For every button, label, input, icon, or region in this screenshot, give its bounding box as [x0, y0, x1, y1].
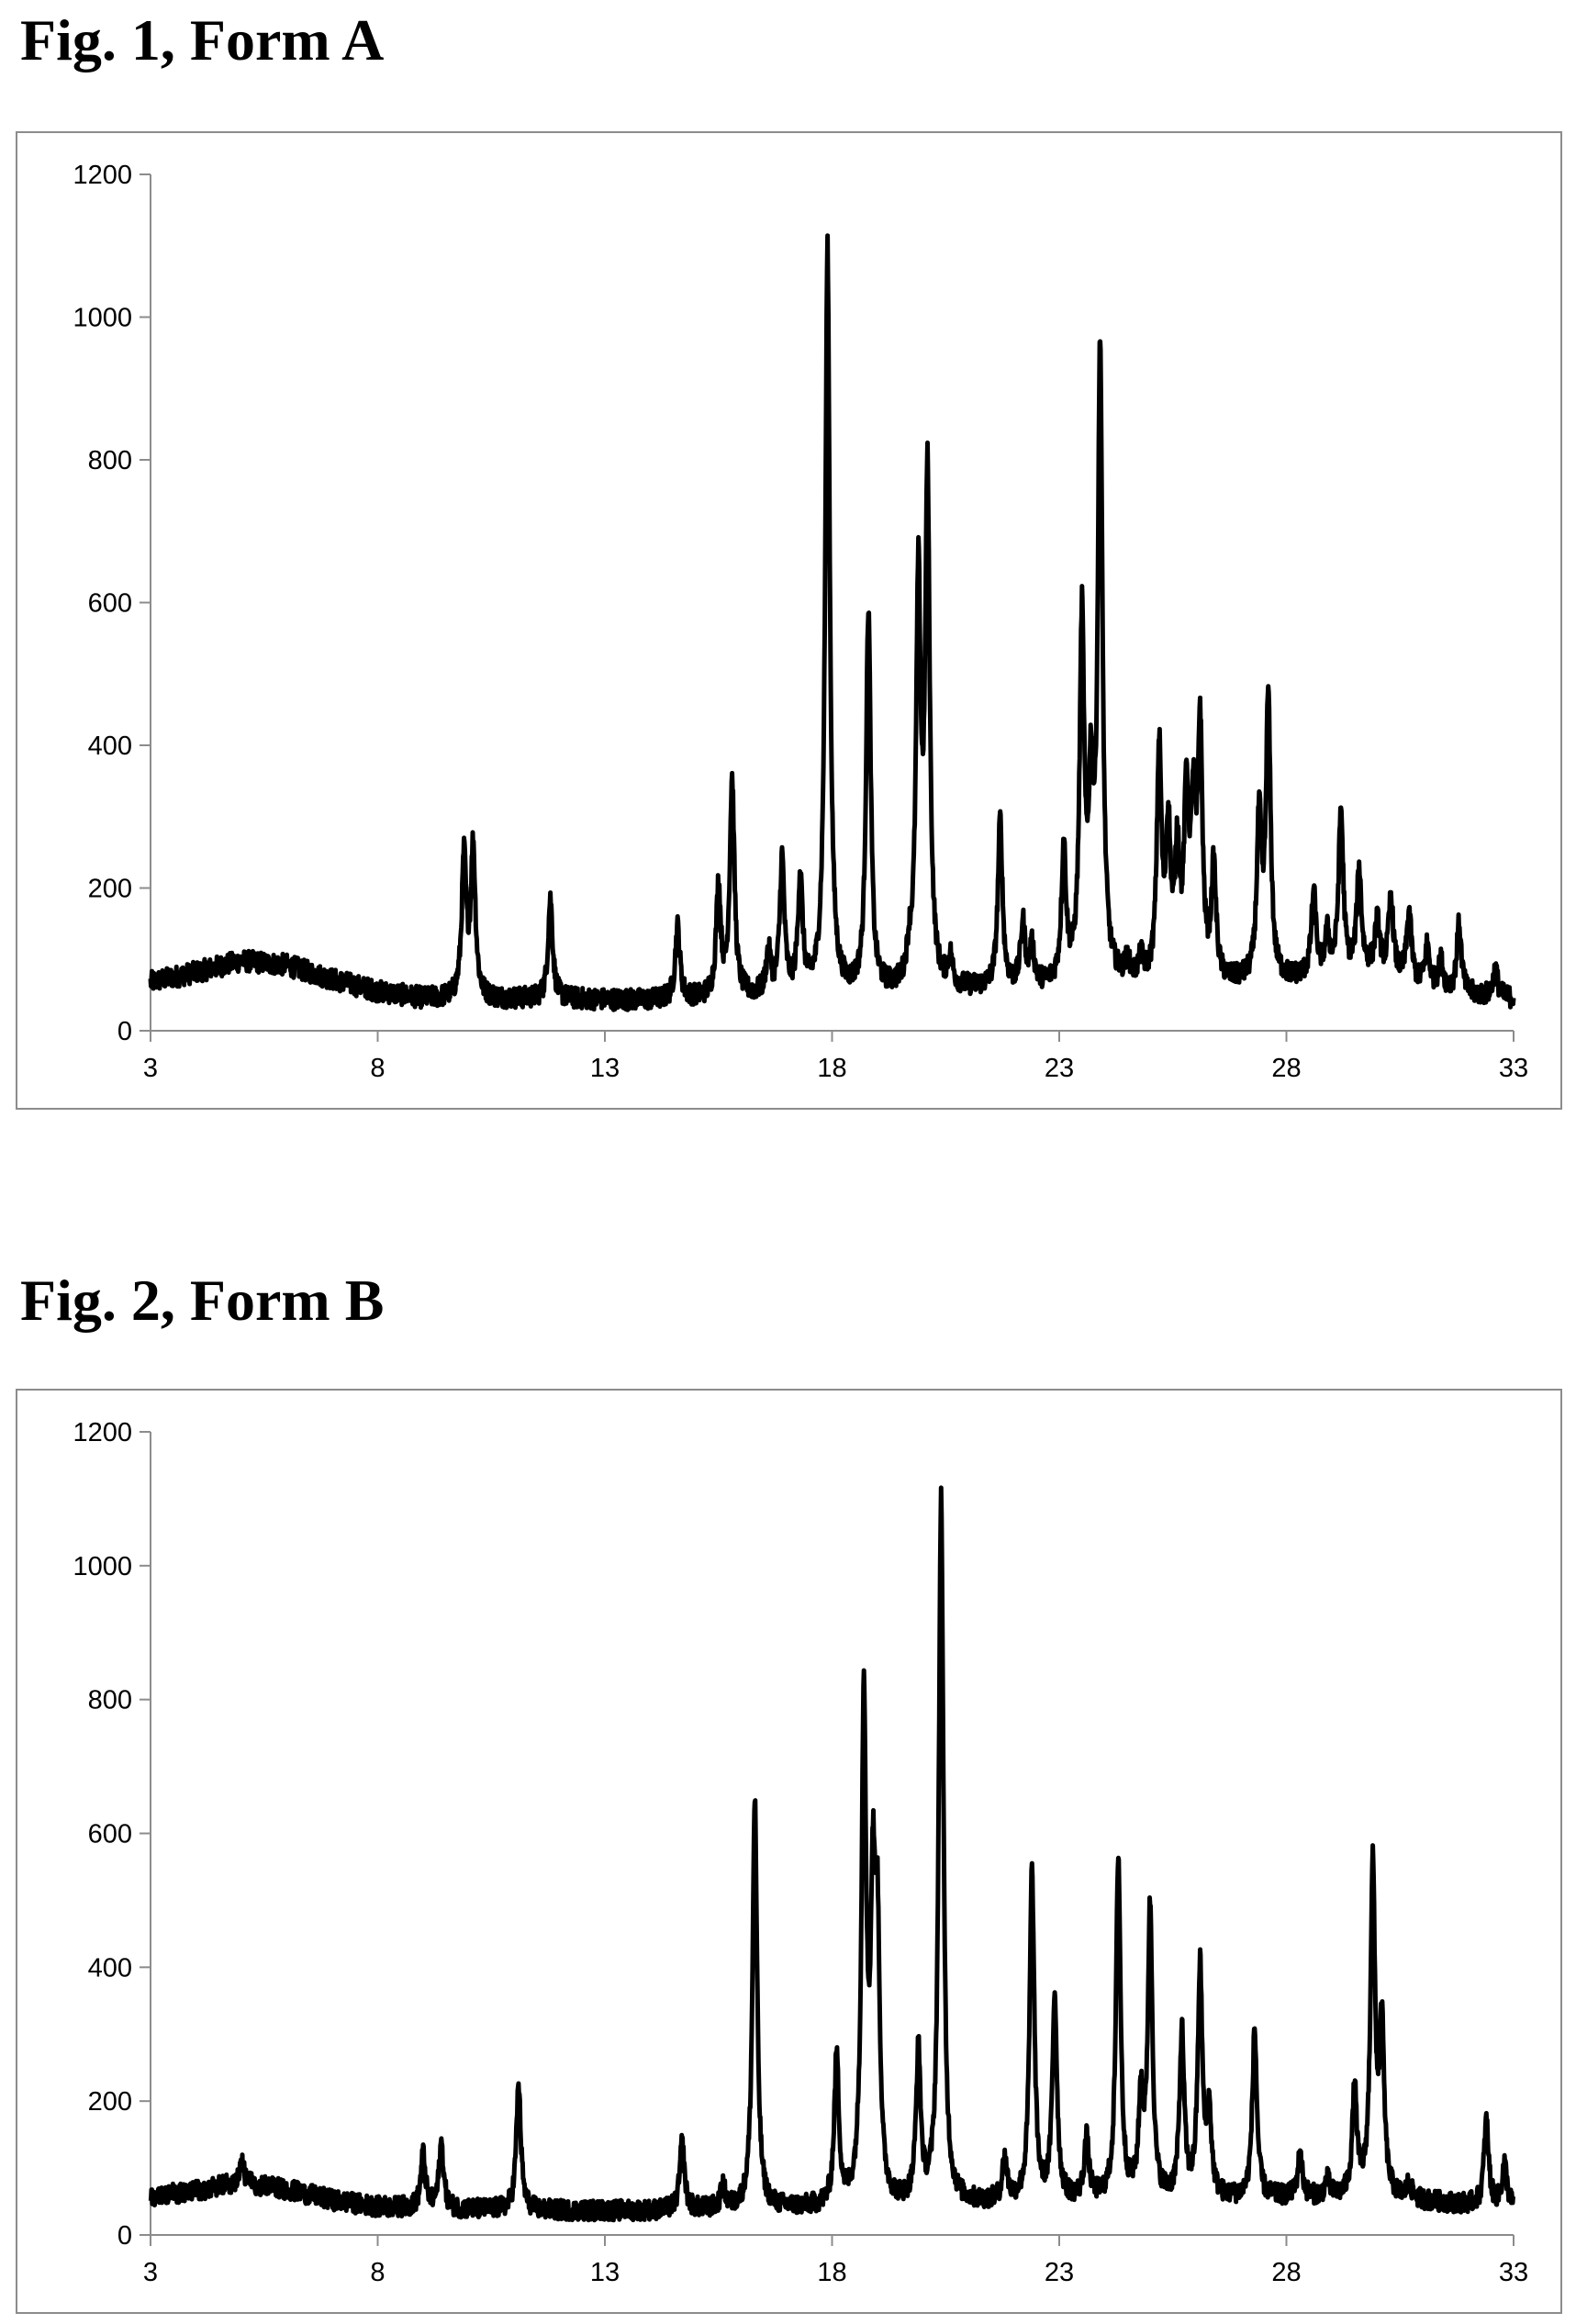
x-tick-label: 23 [1045, 2258, 1074, 2287]
y-tick-label: 1200 [73, 161, 132, 190]
y-tick-label: 0 [117, 2221, 132, 2251]
x-tick-label: 13 [590, 1054, 620, 1083]
figure-1-chart: 0 200 400 600 800 1000 1200 3 8 13 18 23 28 33 [73, 161, 1528, 1083]
y-tick-label: 400 [88, 732, 132, 761]
diffraction-trace [148, 1485, 1515, 2223]
figure-2-title: Fig. 2, Form B [20, 1268, 385, 1333]
x-tick-label: 18 [817, 1054, 846, 1083]
y-tick-label: 800 [88, 446, 132, 475]
y-tick-label: 1000 [73, 304, 132, 333]
x-tick-label: 33 [1499, 2258, 1528, 2287]
x-tick-label: 13 [590, 2258, 620, 2287]
y-tick-label: 600 [88, 1820, 132, 1849]
y-tick-label: 0 [117, 1017, 132, 1046]
y-tick-label: 400 [88, 1953, 132, 1983]
y-tick-label: 200 [88, 875, 132, 904]
x-tick-label: 8 [370, 2258, 385, 2287]
figure-1-chart-frame: 0 200 400 600 800 1000 1200 3 8 13 18 23 28 33 [16, 131, 1562, 1110]
x-tick-label: 23 [1045, 1054, 1074, 1083]
x-tick-label: 3 [143, 1054, 158, 1083]
x-tick-label: 28 [1271, 1054, 1301, 1083]
x-tick-label: 3 [143, 2258, 158, 2287]
figure-1-title: Fig. 1, Form A [20, 7, 385, 73]
y-tick-label: 600 [88, 589, 132, 619]
figure-2-chart: 0 200 400 600 800 1000 1200 3 8 13 18 23 28 33 [73, 1418, 1528, 2287]
x-tick-label: 18 [817, 2258, 846, 2287]
y-tick-label: 800 [88, 1686, 132, 1715]
diffraction-trace [148, 233, 1516, 1012]
y-tick-label: 1200 [73, 1418, 132, 1447]
peak-point [907, 964, 912, 969]
y-tick-label: 1000 [73, 1552, 132, 1581]
x-tick-label: 28 [1271, 2258, 1301, 2287]
x-tick-label: 8 [370, 1054, 385, 1083]
y-tick-label: 200 [88, 2087, 132, 2117]
figure-2-chart-frame: 0 200 400 600 800 1000 1200 3 8 13 18 23 28 33 [16, 1389, 1562, 2314]
x-tick-label: 33 [1499, 1054, 1528, 1083]
